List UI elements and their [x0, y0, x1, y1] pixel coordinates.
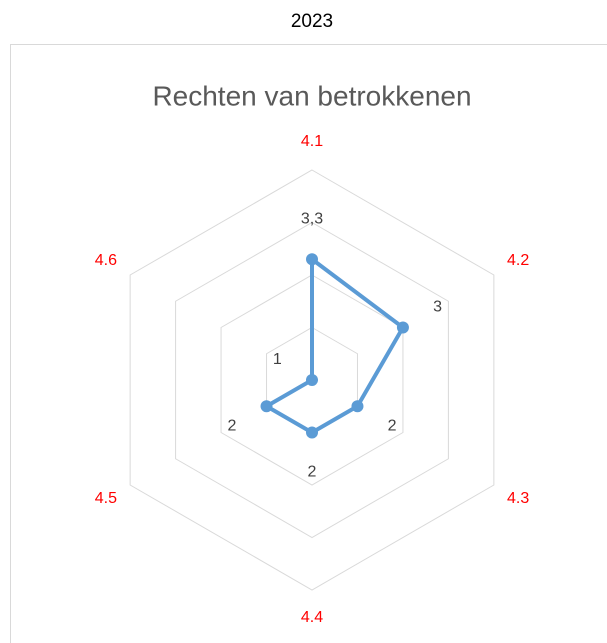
- grid-ring: [129, 169, 495, 591]
- marker: [260, 400, 273, 413]
- category-label: 4.1: [301, 133, 323, 150]
- marker: [396, 321, 409, 334]
- category-label: 4.4: [301, 609, 323, 626]
- header: 2023: [291, 11, 333, 32]
- marker: [351, 400, 364, 413]
- data-label: 2: [388, 417, 397, 434]
- chart-frame: [10, 44, 607, 643]
- data-label: 2: [308, 464, 317, 481]
- category-label: 4.5: [95, 490, 117, 507]
- grid-ring: [175, 221, 449, 539]
- marker: [306, 253, 318, 266]
- data-label: 2: [227, 417, 236, 434]
- category-label: 4.2: [507, 252, 529, 269]
- data-label: 3,3: [301, 210, 323, 227]
- data-label: 3: [433, 299, 442, 316]
- chart-title: Rechten van betrokkenen: [152, 80, 471, 111]
- marker: [306, 426, 318, 439]
- data-label: 1: [273, 351, 282, 368]
- category-label: 4.3: [507, 490, 529, 507]
- category-label: 4.6: [95, 252, 117, 269]
- marker: [306, 374, 318, 386]
